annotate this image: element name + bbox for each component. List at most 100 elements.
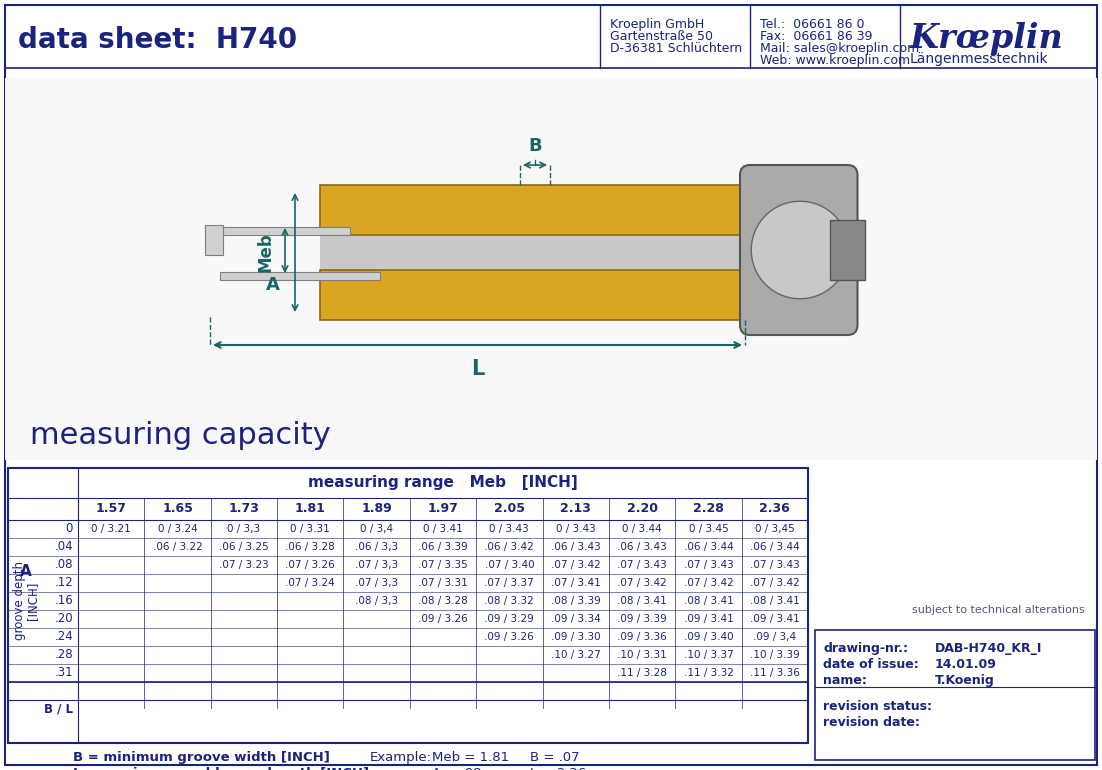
Bar bbox=[6, 78, 1096, 460]
Text: .07 / 3.35: .07 / 3.35 bbox=[418, 560, 468, 570]
Text: T.Koenig: T.Koenig bbox=[934, 674, 995, 687]
Text: 0 / 3.43: 0 / 3.43 bbox=[555, 524, 595, 534]
Text: Fax:  06661 86 39: Fax: 06661 86 39 bbox=[760, 30, 873, 43]
Bar bbox=[320, 185, 750, 235]
Bar bbox=[220, 272, 380, 280]
Text: date of issue:: date of issue: bbox=[823, 658, 919, 671]
Text: 1.89: 1.89 bbox=[361, 503, 392, 515]
Text: .08 / 3.41: .08 / 3.41 bbox=[683, 596, 733, 606]
Bar bbox=[220, 227, 350, 235]
Text: 0 / 3.44: 0 / 3.44 bbox=[623, 524, 662, 534]
Text: .06 / 3.28: .06 / 3.28 bbox=[285, 542, 335, 552]
Text: .09 / 3.39: .09 / 3.39 bbox=[617, 614, 667, 624]
Text: .09 / 3.30: .09 / 3.30 bbox=[551, 632, 601, 642]
Text: .06 / 3.44: .06 / 3.44 bbox=[750, 542, 800, 552]
Text: .06 / 3,3: .06 / 3,3 bbox=[355, 542, 398, 552]
Text: Kroeplin GmbH: Kroeplin GmbH bbox=[611, 18, 704, 31]
Text: .11 / 3.28: .11 / 3.28 bbox=[617, 668, 667, 678]
Text: .06 / 3.25: .06 / 3.25 bbox=[219, 542, 269, 552]
Text: A: A bbox=[20, 564, 32, 578]
Bar bbox=[320, 270, 750, 320]
Text: L = maximum usable arm length [INCH]: L = maximum usable arm length [INCH] bbox=[73, 767, 369, 770]
Text: .08 / 3,3: .08 / 3,3 bbox=[355, 596, 398, 606]
Text: .09 / 3.26: .09 / 3.26 bbox=[485, 632, 534, 642]
Text: 0 / 3.43: 0 / 3.43 bbox=[489, 524, 529, 534]
Text: .06 / 3.44: .06 / 3.44 bbox=[683, 542, 733, 552]
Text: .16: .16 bbox=[54, 594, 73, 608]
Text: .06 / 3.42: .06 / 3.42 bbox=[485, 542, 534, 552]
Text: .07 / 3.43: .07 / 3.43 bbox=[683, 560, 733, 570]
Text: A: A bbox=[266, 276, 280, 294]
Text: L = 3.26: L = 3.26 bbox=[530, 767, 586, 770]
Text: 0: 0 bbox=[66, 523, 73, 535]
Text: revision status:: revision status: bbox=[823, 700, 932, 713]
Text: .09 / 3.41: .09 / 3.41 bbox=[683, 614, 733, 624]
Text: .06 / 3.43: .06 / 3.43 bbox=[551, 542, 601, 552]
Text: .07 / 3.42: .07 / 3.42 bbox=[551, 560, 601, 570]
Text: 0 / 3.31: 0 / 3.31 bbox=[291, 524, 331, 534]
Text: .07 / 3.42: .07 / 3.42 bbox=[683, 578, 733, 588]
Text: L: L bbox=[471, 359, 484, 379]
Bar bbox=[830, 220, 865, 280]
Text: D-36381 Schlüchtern: D-36381 Schlüchtern bbox=[611, 42, 742, 55]
Text: .07 / 3.43: .07 / 3.43 bbox=[750, 560, 800, 570]
Text: 14.01.09: 14.01.09 bbox=[934, 658, 997, 671]
Text: drawing-nr.:: drawing-nr.: bbox=[823, 642, 908, 655]
Text: Web: www.kroeplin.com: Web: www.kroeplin.com bbox=[760, 54, 910, 67]
Text: B = minimum groove width [INCH]: B = minimum groove width [INCH] bbox=[73, 751, 329, 764]
Text: Meb: Meb bbox=[257, 233, 276, 273]
Text: 0 / 3.41: 0 / 3.41 bbox=[423, 524, 463, 534]
Text: B / L: B / L bbox=[44, 702, 73, 715]
Text: .07 / 3.26: .07 / 3.26 bbox=[285, 560, 335, 570]
Text: 0 / 3,45: 0 / 3,45 bbox=[755, 524, 795, 534]
Text: .09 / 3.26: .09 / 3.26 bbox=[418, 614, 468, 624]
Text: Tel.:  06661 86 0: Tel.: 06661 86 0 bbox=[760, 18, 864, 31]
Text: .07 / 3,3: .07 / 3,3 bbox=[355, 560, 398, 570]
Text: .12: .12 bbox=[54, 577, 73, 590]
Text: 2.36: 2.36 bbox=[759, 503, 790, 515]
Text: 1.57: 1.57 bbox=[96, 503, 127, 515]
Text: .10 / 3.37: .10 / 3.37 bbox=[683, 650, 733, 660]
Text: .08: .08 bbox=[54, 558, 73, 571]
Text: .10 / 3.27: .10 / 3.27 bbox=[551, 650, 601, 660]
Text: .07 / 3.24: .07 / 3.24 bbox=[285, 578, 335, 588]
Text: measuring range   Meb   [INCH]: measuring range Meb [INCH] bbox=[309, 474, 577, 490]
Text: B: B bbox=[528, 137, 542, 155]
Bar bbox=[320, 235, 750, 270]
Text: .07 / 3.40: .07 / 3.40 bbox=[485, 560, 534, 570]
Text: .09 / 3.40: .09 / 3.40 bbox=[683, 632, 733, 642]
Text: .09 / 3.29: .09 / 3.29 bbox=[485, 614, 534, 624]
Text: .07 / 3,3: .07 / 3,3 bbox=[355, 578, 398, 588]
Text: .07 / 3.42: .07 / 3.42 bbox=[617, 578, 667, 588]
Bar bbox=[205, 225, 223, 255]
Text: DAB-H740_KR_I: DAB-H740_KR_I bbox=[934, 642, 1042, 655]
Text: .06 / 3.22: .06 / 3.22 bbox=[153, 542, 203, 552]
Text: .07 / 3.23: .07 / 3.23 bbox=[219, 560, 269, 570]
Text: .09 / 3.41: .09 / 3.41 bbox=[750, 614, 800, 624]
Text: .11 / 3.36: .11 / 3.36 bbox=[749, 668, 800, 678]
Text: .09 / 3.34: .09 / 3.34 bbox=[551, 614, 601, 624]
Text: .08 / 3.28: .08 / 3.28 bbox=[418, 596, 468, 606]
Text: 0 / 3.24: 0 / 3.24 bbox=[158, 524, 197, 534]
Text: Krœplin: Krœplin bbox=[910, 22, 1063, 55]
Text: measuring capacity: measuring capacity bbox=[30, 421, 331, 450]
Text: 2.20: 2.20 bbox=[627, 503, 658, 515]
Text: .09 / 3.36: .09 / 3.36 bbox=[617, 632, 667, 642]
Text: .09 / 3,4: .09 / 3,4 bbox=[754, 632, 797, 642]
Text: A = .08: A = .08 bbox=[432, 767, 482, 770]
Text: .07 / 3.31: .07 / 3.31 bbox=[418, 578, 468, 588]
Text: 1.97: 1.97 bbox=[428, 503, 458, 515]
Text: 2.13: 2.13 bbox=[560, 503, 591, 515]
Text: .10 / 3.31: .10 / 3.31 bbox=[617, 650, 667, 660]
FancyBboxPatch shape bbox=[741, 165, 857, 335]
Text: Meb = 1.81: Meb = 1.81 bbox=[432, 751, 509, 764]
Text: groove depth: groove depth bbox=[13, 561, 26, 641]
Text: .20: .20 bbox=[54, 612, 73, 625]
Text: .07 / 3.42: .07 / 3.42 bbox=[750, 578, 800, 588]
Text: .11 / 3.32: .11 / 3.32 bbox=[683, 668, 734, 678]
Circle shape bbox=[752, 201, 849, 299]
Text: .24: .24 bbox=[54, 631, 73, 644]
Text: 2.05: 2.05 bbox=[494, 503, 525, 515]
Text: 0 / 3.21: 0 / 3.21 bbox=[91, 524, 131, 534]
Text: .06 / 3.39: .06 / 3.39 bbox=[418, 542, 468, 552]
